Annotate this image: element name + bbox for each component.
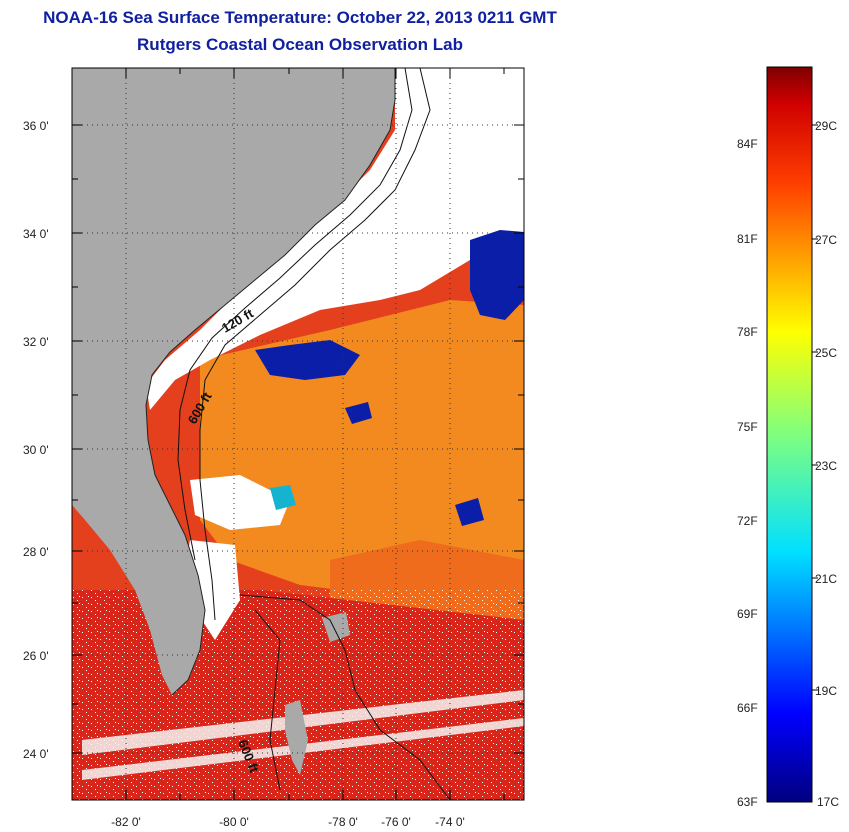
contour-bahamas-west: [254, 609, 281, 791]
colorbar-f-69: 69F: [737, 607, 758, 621]
colorbar-f-84: 84F: [737, 137, 758, 151]
contour-120ft: [177, 68, 413, 561]
colorbar-f-66: 66F: [737, 701, 758, 715]
colorbar-c-21: 21C: [815, 572, 837, 586]
colorbar-f-63: 63F: [737, 795, 758, 809]
land-andros-island: [285, 700, 308, 775]
lon-label-80: -80 0': [219, 815, 249, 829]
lat-label-26: 26 0': [23, 649, 49, 663]
cloud-cover-northeast: [380, 68, 524, 250]
lat-label-36: 36 0': [23, 119, 49, 133]
graticule: [72, 68, 524, 800]
cold-patch-north-coast: [255, 340, 360, 380]
map-ticks: [72, 68, 524, 800]
cool-patch-cyan: [270, 485, 296, 510]
cloud-patch-central: [190, 475, 290, 530]
lat-label-32: 32 0': [23, 335, 49, 349]
lat-label-28: 28 0': [23, 545, 49, 559]
colorbar-f-81: 81F: [737, 232, 758, 246]
color-bar: 84F 81F 78F 75F 72F 69F 66F 63F 29C 27C …: [737, 66, 839, 809]
cold-patch-northeast: [470, 230, 524, 320]
map-frame: [71, 67, 525, 801]
lon-label-78: -78 0': [328, 815, 358, 829]
colorbar-c-25: 25C: [815, 346, 837, 360]
cold-patch-small-1: [345, 402, 372, 424]
lon-label-74: -74 0': [435, 815, 465, 829]
colorbar-c-23: 23C: [815, 459, 837, 473]
coastline: [145, 68, 396, 696]
lon-label-82: -82 0': [111, 815, 141, 829]
colorbar-f-72: 72F: [737, 514, 758, 528]
colorbar-f-78: 78F: [737, 325, 758, 339]
colorbar-f-75: 75F: [737, 420, 758, 434]
map-subtitle: Rutgers Coastal Ocean Observation Lab: [137, 35, 463, 54]
map-panel: [72, 68, 524, 800]
land-mass-us-southeast: [72, 68, 395, 695]
lat-label-24: 24 0': [23, 747, 49, 761]
color-bar-gradient: [766, 66, 813, 803]
contour-bahamas-bank: [239, 594, 451, 800]
lon-label-76: -76 0': [381, 815, 411, 829]
colorbar-c-19: 19C: [815, 684, 837, 698]
cold-patch-small-2: [455, 498, 484, 526]
lat-label-30: 30 0': [23, 443, 49, 457]
colorbar-c-27: 27C: [815, 233, 837, 247]
map-title: NOAA-16 Sea Surface Temperature: October…: [43, 8, 557, 27]
contour-600ft: [199, 68, 431, 621]
color-bar-ticks: [812, 124, 818, 691]
colorbar-c-29: 29C: [815, 119, 837, 133]
lat-label-34: 34 0': [23, 227, 49, 241]
colorbar-c-17: 17C: [817, 795, 839, 809]
